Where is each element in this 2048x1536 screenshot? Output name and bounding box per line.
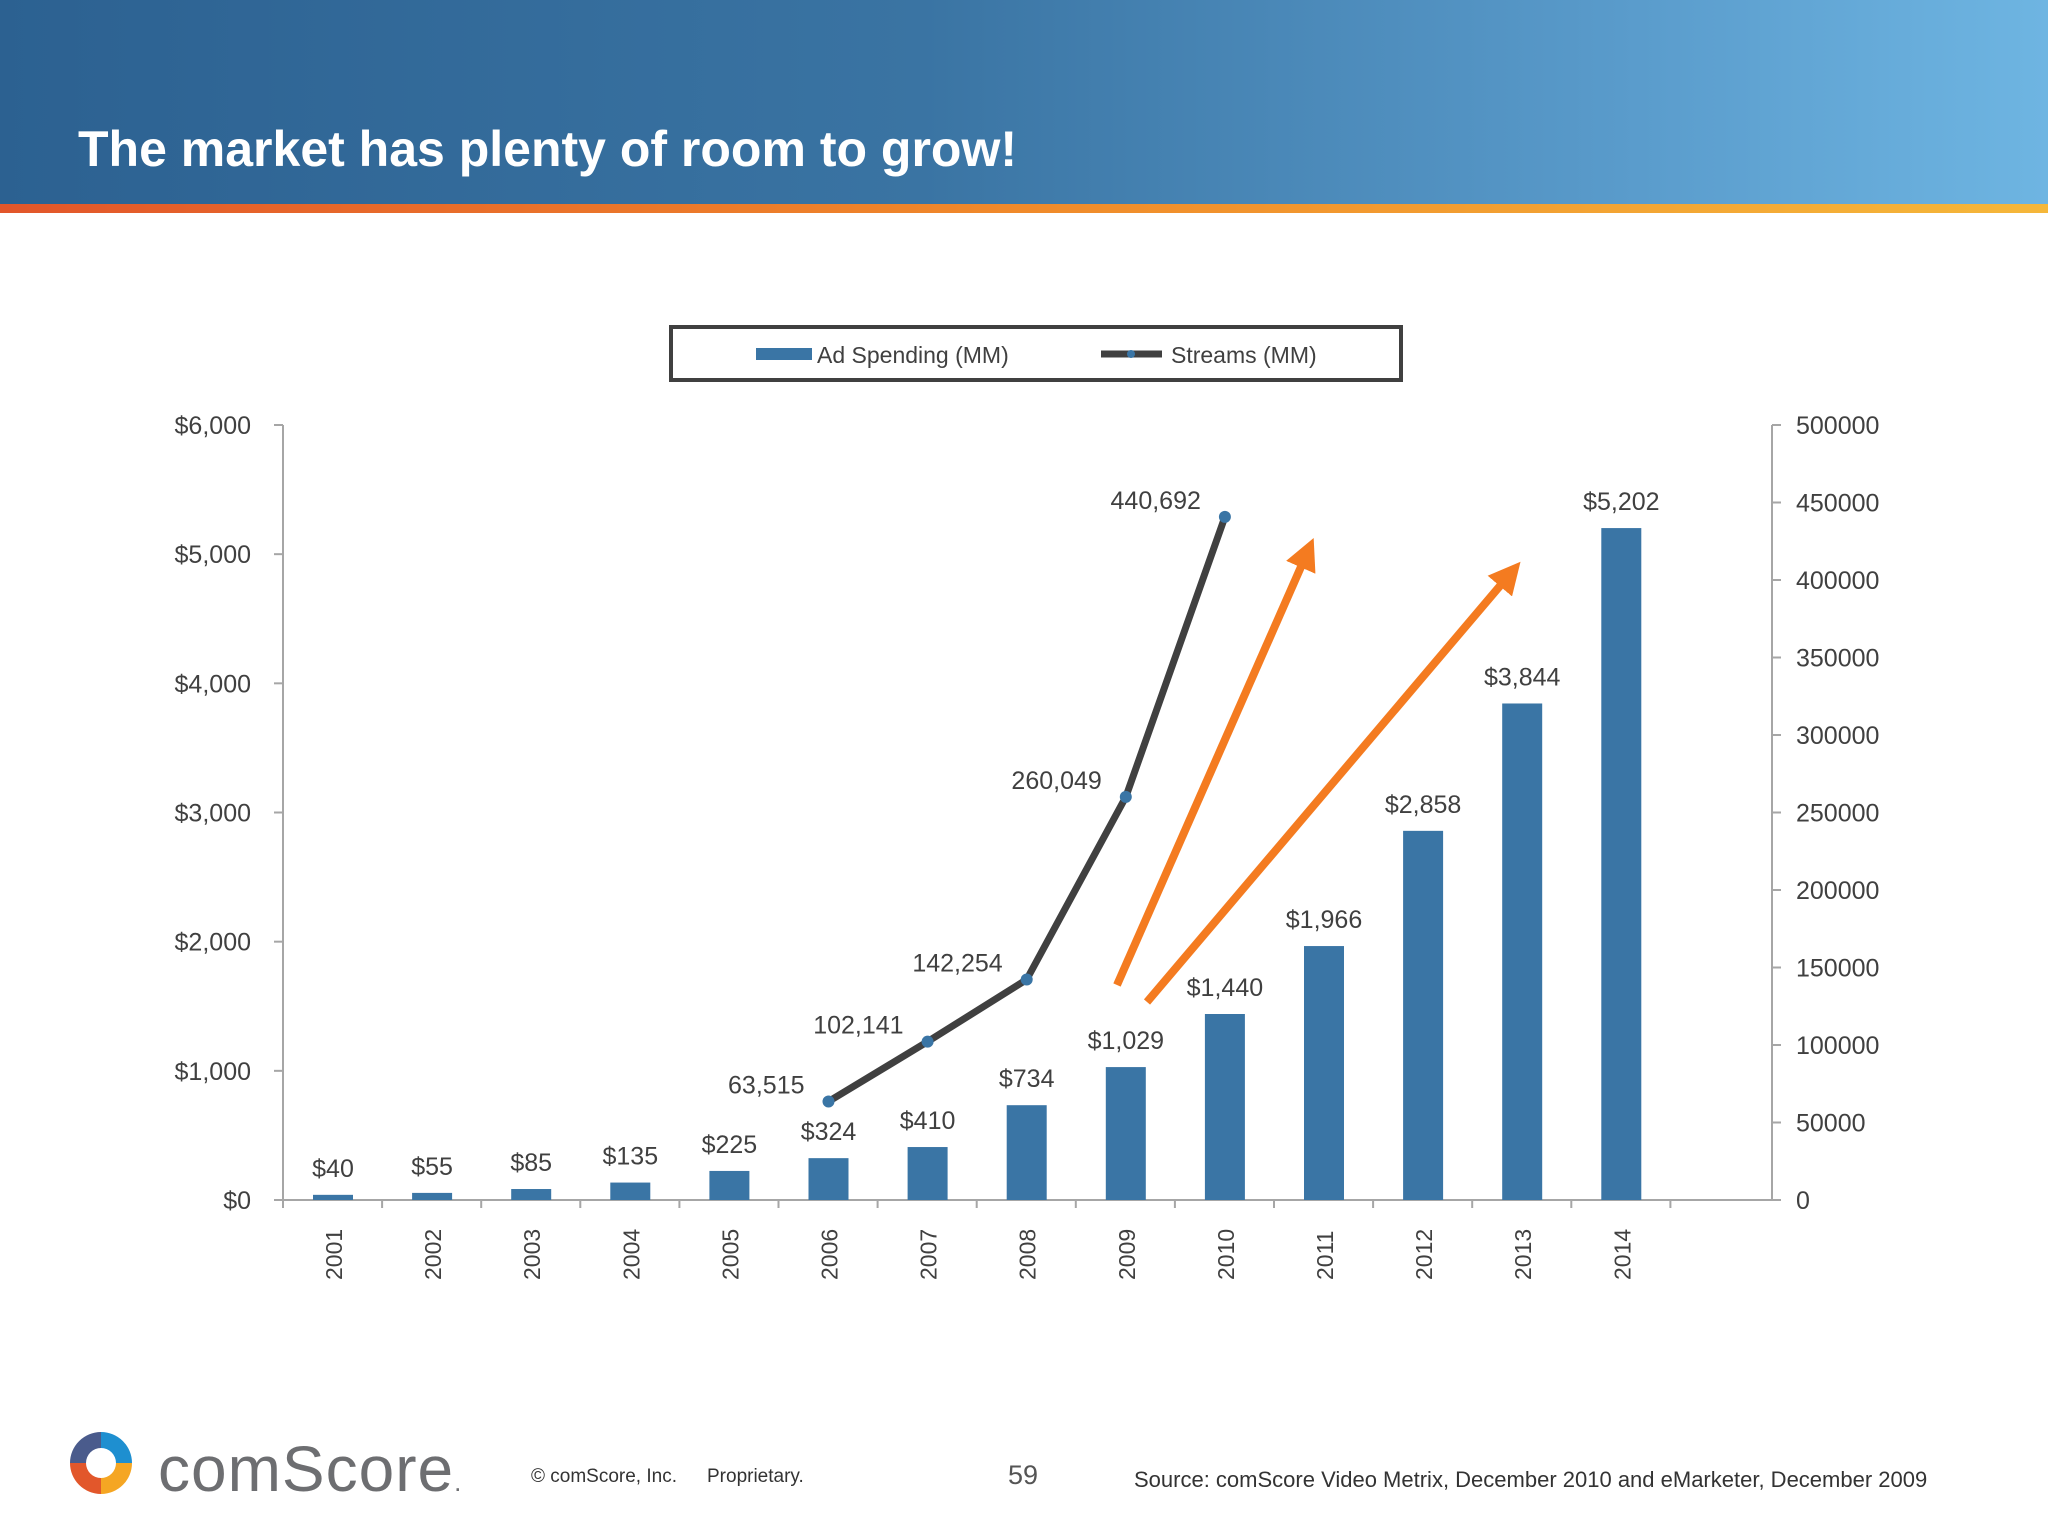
bar-data-label: $1,440	[1187, 974, 1263, 1002]
x-tick-label: 2003	[519, 1229, 545, 1280]
y-left-tick-label: $4,000	[175, 670, 251, 698]
streams-data-label: 142,254	[912, 950, 1002, 978]
x-tick-label: 2013	[1510, 1229, 1536, 1280]
bar-2004	[610, 1182, 651, 1200]
growth-arrows	[1113, 538, 1521, 1005]
legend: Ad Spending (MM) Streams (MM)	[669, 325, 1403, 382]
bar-2005	[709, 1170, 750, 1200]
bar-2013	[1502, 703, 1543, 1200]
y-left-tick-label: $2,000	[175, 929, 251, 957]
y-left-tick-label: $0	[223, 1187, 251, 1215]
source-text: Source: comScore Video Metrix, December …	[1134, 1467, 1928, 1492]
y-right-tick-label: 500000	[1796, 412, 1879, 440]
bar-data-label: $2,858	[1385, 791, 1461, 819]
bar-data-label: $5,202	[1583, 488, 1659, 516]
y-right-tick-label: 300000	[1796, 722, 1879, 750]
y-right-tick-label: 400000	[1796, 567, 1879, 595]
bar-2007	[907, 1147, 948, 1200]
y-left-tick-label: $1,000	[175, 1058, 251, 1086]
bar-2014	[1601, 528, 1642, 1200]
bar-data-label: $324	[801, 1118, 857, 1146]
bar-data-label: $734	[999, 1065, 1055, 1093]
legend-label-streams: Streams (MM)	[1171, 342, 1317, 368]
streams-data-label: 260,049	[1011, 767, 1101, 795]
growth-arrow-right	[1143, 561, 1521, 1005]
line-series: 63,515 102,141 142,254 260,049 440,692	[728, 487, 1231, 1108]
streams-point	[921, 1035, 934, 1048]
legend-line-marker	[1127, 350, 1135, 358]
y-right-tick-label: 450000	[1796, 490, 1879, 518]
x-tick-label: 2005	[717, 1229, 743, 1280]
streams-point	[1119, 790, 1132, 803]
slide-title: The market has plenty of room to grow!	[78, 121, 1017, 177]
x-tick-label: 2006	[817, 1229, 843, 1280]
x-tick-label: 2011	[1312, 1231, 1338, 1280]
bar-2002	[412, 1192, 453, 1200]
x-tick-label: 2002	[420, 1229, 446, 1280]
bar-data-label: $55	[411, 1153, 453, 1181]
bar-series: $40 $55 $85 $135 $225 $324 $410 $734 $1,029 $1,44…	[312, 488, 1660, 1200]
y-right-tick-label: 200000	[1796, 877, 1879, 905]
header-banner	[0, 0, 2048, 204]
copyright-text: © comScore, Inc.	[531, 1466, 677, 1487]
x-tick-label: 2014	[1609, 1229, 1635, 1280]
y-right-tick-label: 50000	[1796, 1110, 1866, 1138]
streams-point	[1218, 510, 1231, 523]
header-accent-stripe	[0, 204, 2048, 213]
y-right-tick-label: 250000	[1796, 800, 1879, 828]
x-tick-label: 2012	[1411, 1229, 1437, 1280]
logo-text: comScore	[158, 1433, 455, 1505]
bar-2009	[1105, 1067, 1146, 1200]
bar-2006	[808, 1158, 849, 1200]
bar-data-label: $410	[900, 1107, 956, 1135]
y-left-tick-label: $6,000	[175, 412, 251, 440]
x-tick-label: 2008	[1015, 1229, 1041, 1280]
x-tick-label: 2004	[618, 1229, 644, 1280]
bar-data-label: $1,966	[1286, 906, 1362, 934]
bar-2011	[1304, 946, 1344, 1200]
bar-2008	[1006, 1105, 1047, 1200]
streams-point	[1020, 973, 1033, 986]
bar-2003	[511, 1189, 552, 1200]
streams-point	[822, 1095, 835, 1108]
growth-arrow-left	[1113, 538, 1316, 987]
comscore-wordmark: comScore.	[158, 1432, 462, 1506]
bar-data-label: $225	[702, 1131, 758, 1159]
proprietary-text: Proprietary.	[707, 1466, 804, 1487]
x-tick-label: 2009	[1114, 1229, 1140, 1280]
x-tick-label: 2007	[916, 1229, 942, 1280]
bar-2010	[1204, 1014, 1245, 1200]
x-tick-label: 2001	[321, 1229, 347, 1280]
legend-bar-swatch	[756, 348, 812, 360]
bar-data-label: $40	[312, 1155, 354, 1183]
comscore-logo-icon	[70, 1432, 132, 1494]
y-right-tick-label: 100000	[1796, 1032, 1879, 1060]
legend-label-ad-spending: Ad Spending (MM)	[817, 342, 1009, 368]
x-tick-label: 2010	[1213, 1229, 1239, 1280]
y-left-tick-label: $3,000	[175, 800, 251, 828]
page-number: 59	[1008, 1460, 1039, 1490]
streams-data-label: 63,515	[728, 1072, 804, 1100]
streams-data-label: 440,692	[1111, 487, 1201, 515]
bar-data-label: $135	[602, 1143, 658, 1171]
logo-suffix: .	[454, 1467, 463, 1497]
bar-2001	[313, 1194, 353, 1200]
streams-data-label: 102,141	[813, 1012, 903, 1040]
y-right-tick-label: 150000	[1796, 955, 1879, 983]
y-left-tick-label: $5,000	[175, 541, 251, 569]
bar-data-label: $3,844	[1484, 663, 1561, 691]
bar-data-label: $1,029	[1088, 1027, 1164, 1055]
y-right-tick-label: 350000	[1796, 645, 1879, 673]
bar-data-label: $85	[510, 1149, 552, 1177]
y-right-tick-label: 0	[1796, 1187, 1810, 1215]
bar-2012	[1403, 830, 1444, 1200]
